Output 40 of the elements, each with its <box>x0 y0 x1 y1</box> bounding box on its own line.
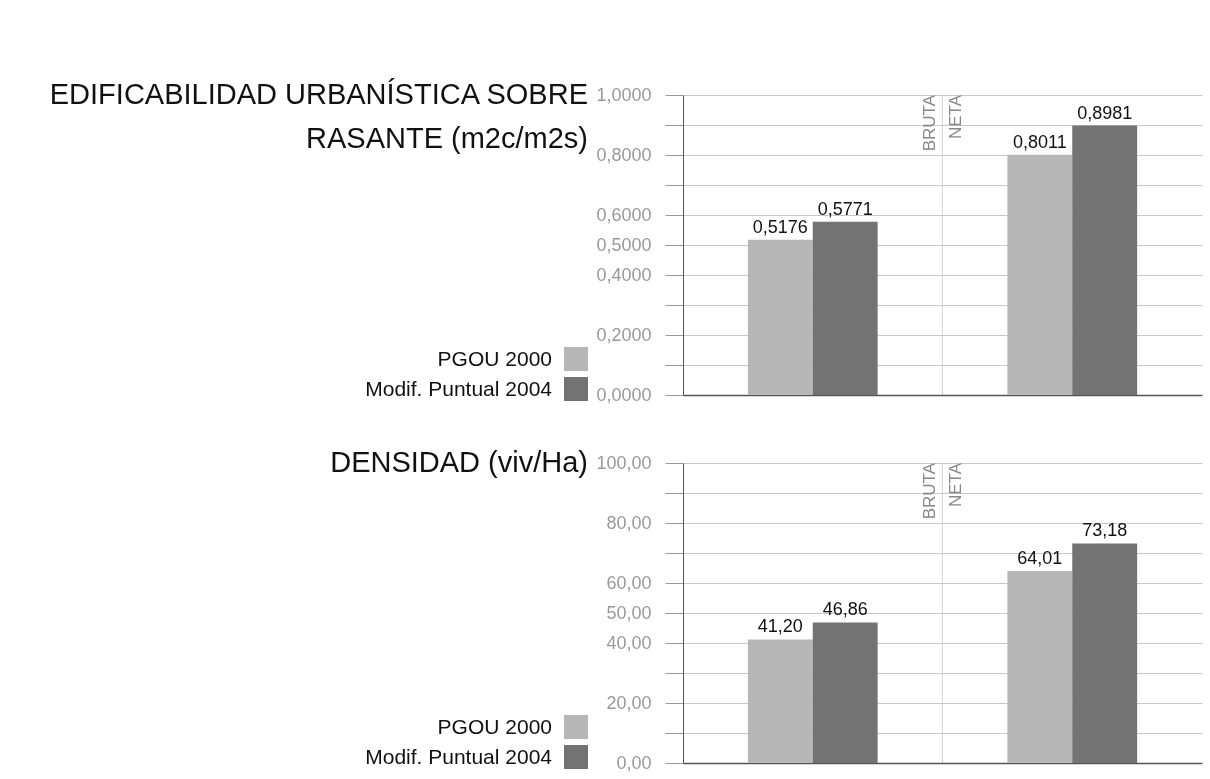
bar <box>1007 154 1073 395</box>
y-tick-label: 0,6000 <box>596 204 652 225</box>
y-tick-label: 20,00 <box>606 692 652 713</box>
y-tick-label: 50,00 <box>606 602 652 623</box>
data-label: 41,20 <box>757 616 803 637</box>
bar <box>747 239 813 395</box>
y-tick-label: 80,00 <box>606 512 652 533</box>
bar <box>812 622 878 763</box>
text: EDIFICABILIDAD URBANÍSTICA SOBRE RASANTE (m2c/m2s) <box>48 77 588 156</box>
y-tick-label: 60,00 <box>606 572 652 593</box>
legend-label: Modif. Puntual 2004 <box>365 744 552 770</box>
data-label: 0,5771 <box>817 198 873 219</box>
annotation: NETA <box>945 462 965 508</box>
y-tick-label: 0,2000 <box>596 324 652 345</box>
y-tick-label: 0,4000 <box>596 264 652 285</box>
y-tick-label: 40,00 <box>606 632 652 653</box>
legend-label: PGOU 2000 <box>437 714 552 740</box>
bar <box>747 639 813 763</box>
annotation: BRUTA <box>919 462 939 520</box>
annotation: BRUTA <box>919 94 939 152</box>
data-label: 46,86 <box>822 599 868 620</box>
y-tick-label: 100,00 <box>596 452 652 473</box>
data-label: 0,8011 <box>1012 131 1067 152</box>
bar <box>1072 543 1138 763</box>
y-tick-label: 0,8000 <box>596 144 652 165</box>
y-tick-label: 1,0000 <box>596 84 652 105</box>
bar <box>812 221 878 395</box>
bar <box>1072 125 1138 395</box>
data-label: 0,8981 <box>1077 102 1133 123</box>
annotation: NETA <box>945 94 965 140</box>
bar <box>1007 570 1073 763</box>
y-tick-label: 0,0000 <box>596 384 652 405</box>
legend-label: Modif. Puntual 2004 <box>365 376 552 402</box>
chart-title: DENSIDAD (viv/Ha) <box>329 445 588 480</box>
y-tick-label: 0,00 <box>616 752 652 773</box>
legend-label: PGOU 2000 <box>437 346 552 372</box>
y-tick-label: 0,5000 <box>596 234 652 255</box>
data-label: 73,18 <box>1082 520 1128 541</box>
data-label: 64,01 <box>1017 547 1063 568</box>
data-label: 0,5176 <box>752 216 808 237</box>
